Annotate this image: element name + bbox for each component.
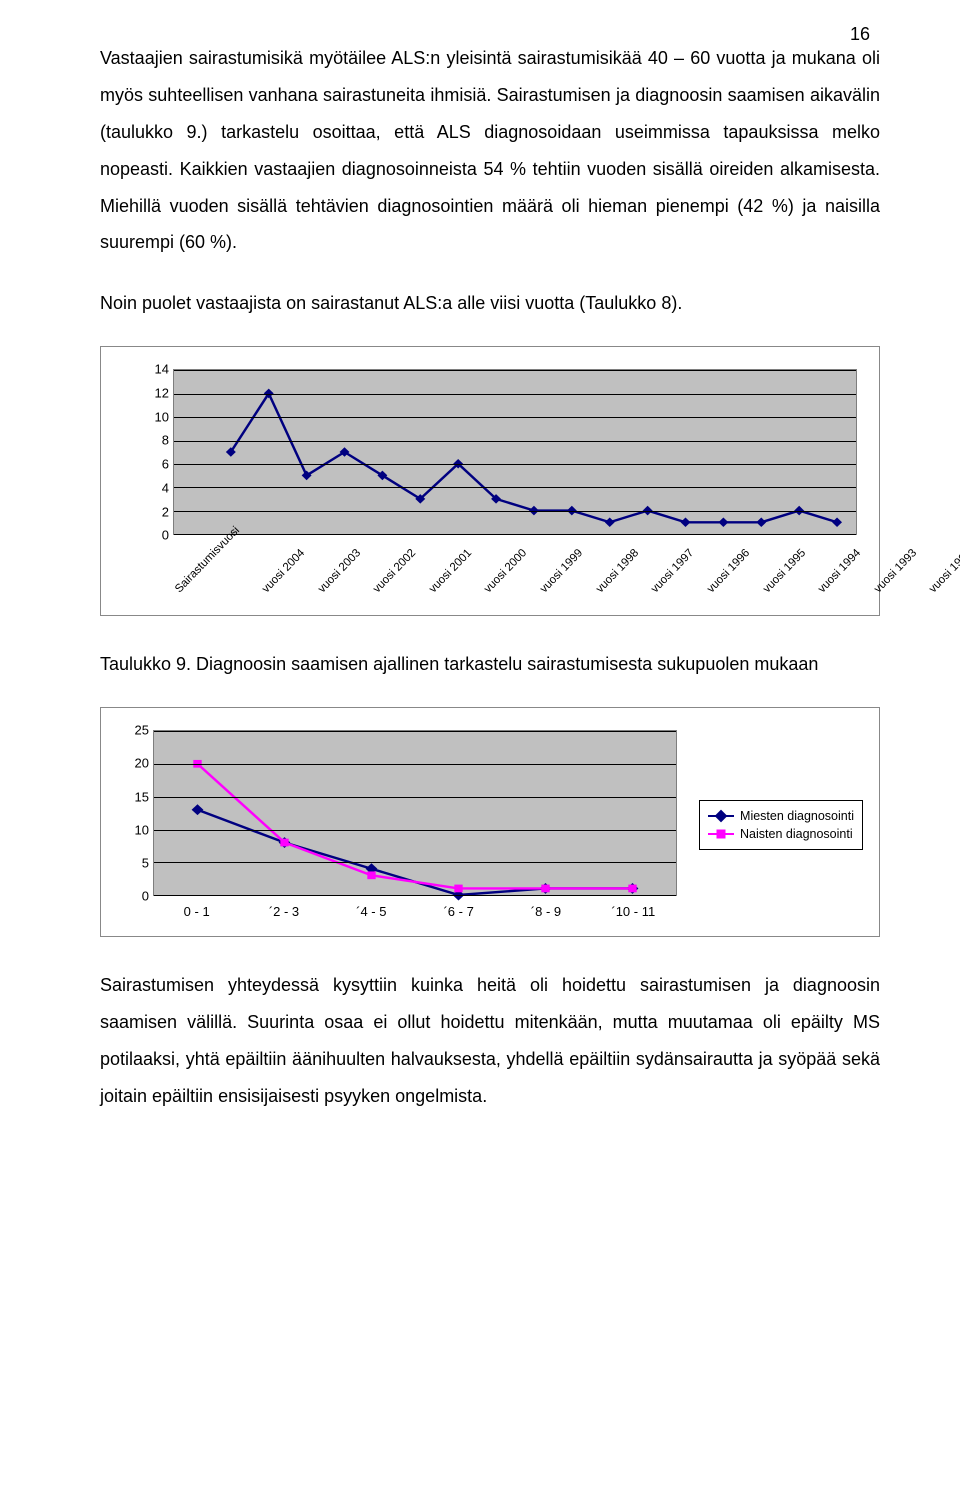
legend-swatch [708,828,734,840]
chart-2-svg [154,731,676,895]
chart-2-xtick: ´4 - 5 [328,900,415,926]
chart-1-xtick: vuosi 2002 [371,547,423,600]
chart-1-ytick: 2 [113,504,169,519]
legend-label: Miesten diagnosointi [740,809,854,823]
chart-1-xtick: Sairastumisvuosi [173,525,246,600]
legend-swatch [708,810,734,822]
chart-1-xtick: vuosi 1997 [649,547,701,600]
chart-1-ytick: 4 [113,480,169,495]
chart-1-xtick: vuosi 1994 [816,547,868,600]
page-number: 16 [850,24,870,45]
chart-1-xtick: vuosi 1995 [761,547,813,600]
chart-2-xticks: 0 - 1´2 - 3´4 - 5´6 - 7´8 - 9´10 - 11 [153,900,677,926]
chart-1-xtick: vuosi 1993 [872,547,924,600]
chart-2-xtick: ´2 - 3 [240,900,327,926]
chart-2-ytick: 20 [113,756,149,771]
chart-2-plot: 0 - 1´2 - 3´4 - 5´6 - 7´8 - 9´10 - 11 Mi… [113,724,867,926]
chart-1-xtick: vuosi 2004 [260,547,312,600]
chart-2-ytick: 15 [113,789,149,804]
paragraph-2: Noin puolet vastaajista on sairastanut A… [100,285,880,322]
chart-2-ytick: 0 [113,889,149,904]
chart-1-ytick: 6 [113,457,169,472]
chart-1-xtick: vuosi 1999 [538,547,590,600]
legend-item: Naisten diagnosointi [708,825,854,843]
chart-2-ytick: 5 [113,855,149,870]
chart-2-xtick: 0 - 1 [153,900,240,926]
legend-label: Naisten diagnosointi [740,827,853,841]
chart-1-xtick: vuosi 1998 [594,547,646,600]
paragraph-4: Sairastumisen yhteydessä kysyttiin kuink… [100,967,880,1115]
legend-item: Miesten diagnosointi [708,807,854,825]
chart-1-svg [174,370,856,534]
chart-2-ytick: 25 [113,723,149,738]
chart-2-xtick: ´8 - 9 [502,900,589,926]
paragraph-1: Vastaajien sairastumisikä myötäilee ALS:… [100,40,880,261]
paragraph-3: Taulukko 9. Diagnoosin saamisen ajalline… [100,646,880,683]
chart-1-xtick: vuosi 1992 [927,547,960,600]
chart-1-area [173,369,857,535]
chart-1-box: Sairastumisvuosivuosi 2004vuosi 2003vuos… [100,346,880,616]
chart-2-legend: Miesten diagnosointi Naisten diagnosointi [699,800,863,850]
chart-1-xtick: vuosi 2003 [316,547,368,600]
chart-1-ytick: 14 [113,362,169,377]
chart-2-area [153,730,677,896]
chart-1-plot: Sairastumisvuosivuosi 2004vuosi 2003vuos… [113,363,867,605]
chart-1-xtick: vuosi 1996 [705,547,757,600]
chart-1-xtick: vuosi 2000 [482,547,534,600]
chart-1-ytick: 10 [113,409,169,424]
chart-1-ytick: 8 [113,433,169,448]
chart-2-box: 0 - 1´2 - 3´4 - 5´6 - 7´8 - 9´10 - 11 Mi… [100,707,880,937]
chart-1-ytick: 0 [113,528,169,543]
chart-2-xtick: ´6 - 7 [415,900,502,926]
chart-1-xtick: vuosi 2001 [427,547,479,600]
chart-2-xtick: ´10 - 11 [590,900,677,926]
chart-1-xticks: Sairastumisvuosivuosi 2004vuosi 2003vuos… [173,537,857,605]
chart-1-ytick: 12 [113,385,169,400]
chart-2-ytick: 10 [113,822,149,837]
